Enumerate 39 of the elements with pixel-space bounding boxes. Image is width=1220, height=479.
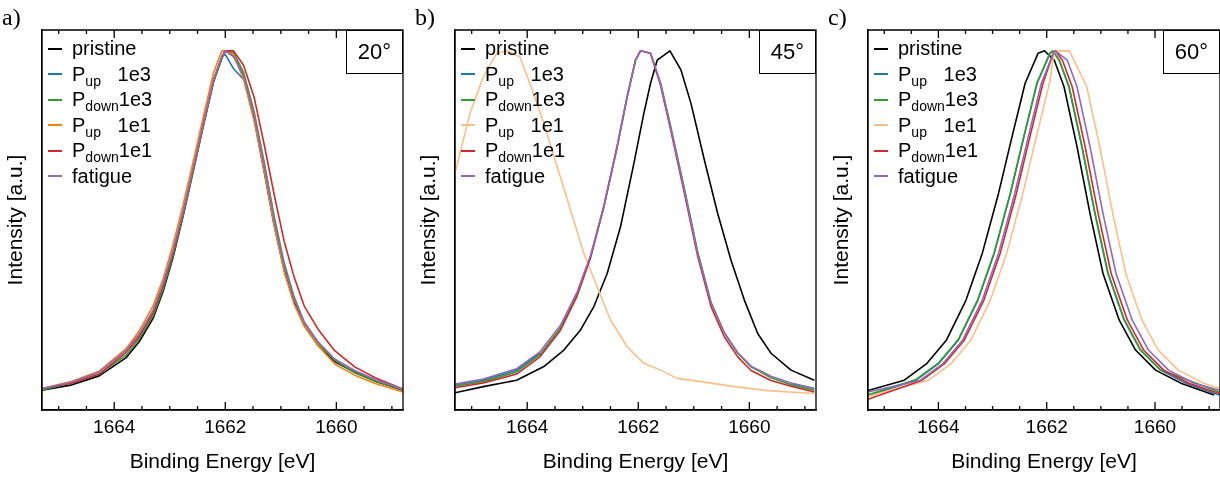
x-tick-label: 1662 xyxy=(204,415,247,437)
legend-label: P$_{down}$1e3 xyxy=(485,88,566,114)
legend-label: P$_{up}$ 1e3 xyxy=(72,61,151,89)
legend-label: P$_{up}$ 1e1 xyxy=(898,112,977,140)
x-tick-label: 1660 xyxy=(728,415,771,437)
x-tick-label: 1660 xyxy=(315,415,358,437)
chart-title: c) xyxy=(828,4,847,31)
legend-label: P$_{down}$1e3 xyxy=(898,88,979,114)
legend-label: fatigue xyxy=(898,163,959,189)
x-axis-title: Binding Energy [eV] xyxy=(951,449,1137,473)
annotation: 45° xyxy=(758,30,816,74)
x-tick-label: 1662 xyxy=(617,415,660,437)
legend-label: P$_{up}$ 1e3 xyxy=(898,61,977,89)
legend-label: fatigue xyxy=(72,163,133,189)
chart-title: a) xyxy=(2,4,21,31)
legend-label: pristine xyxy=(898,36,963,61)
x-axis-title: Binding Energy [eV] xyxy=(129,449,316,473)
legend-label: P$_{down}$1e3 xyxy=(72,88,153,114)
x-tick-label: 1664 xyxy=(506,415,549,437)
legend-label: P$_{up}$ 1e3 xyxy=(485,61,564,89)
legend-label: pristine xyxy=(485,36,550,61)
chart-title: b) xyxy=(415,4,435,31)
legend-label: P$_{up}$ 1e1 xyxy=(72,112,151,140)
annotation: 60° xyxy=(1162,30,1220,74)
y-axis-title: Intensity [a.u.] xyxy=(3,154,27,286)
legend-label: fatigue xyxy=(485,163,546,189)
y-axis-title: Intensity [a.u.] xyxy=(416,154,440,286)
y-axis-title: Intensity [a.u.] xyxy=(829,154,853,286)
legend-label: P$_{down}$1e1 xyxy=(485,139,566,165)
legend-label: pristine xyxy=(72,36,137,61)
x-tick-label: 1664 xyxy=(917,415,960,437)
x-tick-label: 1660 xyxy=(1133,415,1177,437)
legend-label: P$_{up}$ 1e1 xyxy=(485,112,564,140)
x-axis-title: Binding Energy [eV] xyxy=(542,449,729,473)
annotation: 20° xyxy=(345,30,403,74)
legend-label: P$_{down}$1e1 xyxy=(898,139,979,165)
legend-label: P$_{down}$1e1 xyxy=(72,139,153,165)
x-tick-label: 1662 xyxy=(1025,415,1068,437)
x-tick-label: 1664 xyxy=(93,415,136,437)
